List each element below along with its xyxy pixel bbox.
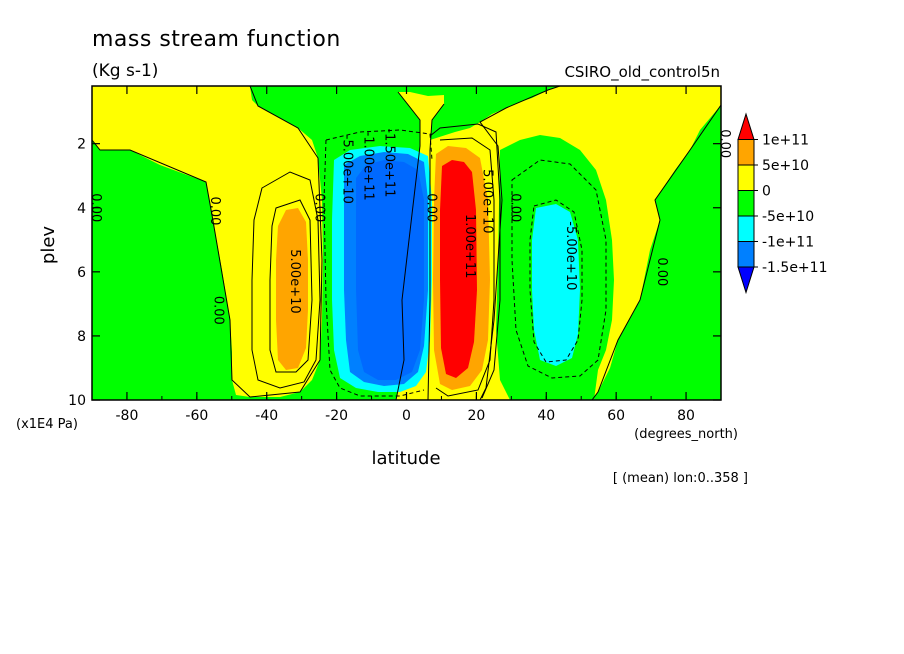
plot-area: [91, 85, 722, 401]
contour-label: 0.00: [312, 193, 327, 222]
x-tick-label: 80: [677, 408, 695, 424]
y-axis: 2 4 6 8 10: [68, 137, 721, 409]
colorbar-swatch: [737, 190, 755, 217]
colorbar-swatch: [737, 241, 755, 268]
chart-subtitle: (Kg s-1): [92, 61, 158, 81]
colorbar-label: -1e+11: [762, 235, 814, 251]
x-tick-label: -80: [116, 408, 139, 424]
contour-label: 5.00e+10: [479, 169, 494, 233]
contour-lines: [92, 86, 721, 400]
x-tick-label: -60: [185, 408, 208, 424]
region-positive-south: [92, 86, 323, 397]
y-tick-label: 4: [77, 201, 86, 217]
contour-labels: 0.00 0.00 0.00 0.00 5.00e+10 -5.00e+10 -1.00e+…: [88, 128, 732, 324]
contour-label: -5.00e+10: [340, 135, 355, 204]
contour-label: 0.00: [423, 193, 438, 222]
colorbar-label: -5e+10: [762, 209, 814, 225]
contour-label: 0.00: [207, 196, 222, 225]
colorbar-swatch: [737, 164, 755, 191]
y-tick-label: 6: [77, 265, 86, 281]
dataset-label: CSIRO_old_control5n: [564, 63, 720, 82]
contour-label: -1.00e+11: [361, 132, 376, 201]
contour-label: -1.50e+11: [382, 128, 397, 197]
y-axis-title: plev: [38, 226, 59, 265]
x-axis-title: latitude: [371, 448, 440, 469]
x-tick-label: 0: [402, 408, 411, 424]
x-axis-units: (degrees_north): [634, 427, 738, 442]
y-tick-label: 10: [68, 393, 86, 409]
cell-negative-blue: [344, 152, 428, 386]
colorbar-label: -1.5e+11: [762, 260, 827, 276]
contour-label: 0.00: [654, 257, 669, 286]
colorbar-label: 1e+11: [762, 133, 809, 149]
colorbar-label: 5e+10: [762, 158, 809, 174]
colorbar: 1e+11 5e+10 0 -5e+10 -1e+11 -1.5e+11: [737, 112, 827, 295]
x-tick-label: 20: [467, 408, 485, 424]
colorbar-label: 0: [762, 184, 771, 200]
x-tick-label: -40: [255, 408, 278, 424]
y-tick-label: 2: [77, 137, 86, 153]
contour-label: 0.00: [717, 129, 732, 158]
colorbar-swatch: [737, 139, 755, 166]
footnote: [ (mean) lon:0..358 ]: [613, 471, 748, 486]
contour-label: 0.00: [88, 193, 103, 222]
cell-south-orange: [276, 208, 308, 370]
colorbar-swatch-top: [737, 112, 755, 140]
cell-negative-core: [356, 160, 424, 380]
colorbar-swatch: [737, 215, 755, 242]
contour-label: 0.00: [507, 193, 522, 222]
chart-title: mass stream function: [92, 27, 341, 52]
cell-positive-red: [440, 160, 477, 378]
contour-label: 0.00: [210, 296, 225, 325]
x-tick-label: -20: [325, 408, 348, 424]
cell-north-cyan: [532, 204, 580, 366]
x-tick-label: 40: [537, 408, 555, 424]
region-negative-north-high: [670, 200, 721, 315]
contour-label: 5.00e+10: [287, 249, 302, 313]
colorbar-swatch-bottom: [737, 266, 755, 295]
contour-label: 1.00e+11: [462, 214, 477, 278]
y-tick-label: 8: [77, 329, 86, 345]
contour-label: -5.00e+10: [563, 221, 578, 290]
x-axis: -80 -60 -40 -20 0 20 40 60 80: [91, 86, 722, 424]
y-axis-units: (x1E4 Pa): [16, 417, 78, 432]
x-tick-label: 60: [607, 408, 625, 424]
